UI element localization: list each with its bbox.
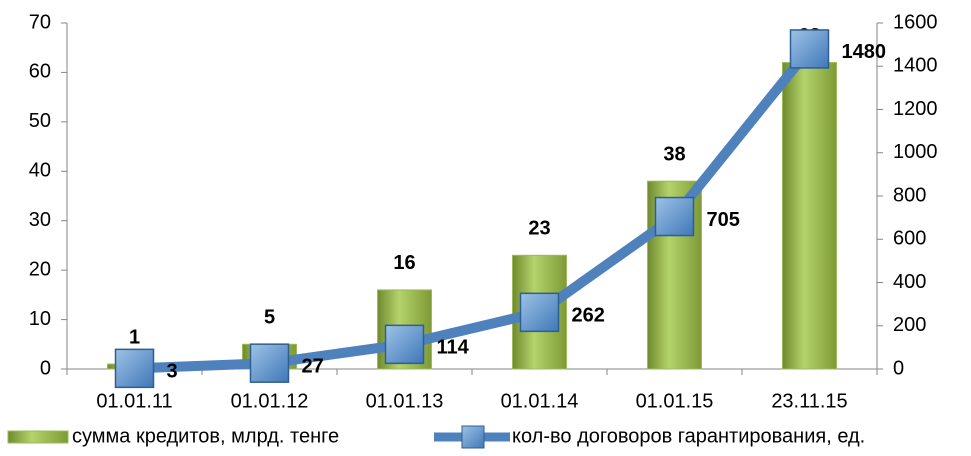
y2-tick-label: 1000 [893, 141, 938, 163]
y-tick-label: 50 [29, 110, 51, 132]
y-tick-label: 30 [29, 209, 51, 231]
y-tick-label: 40 [29, 160, 51, 182]
x-tick-label: 01.01.14 [501, 390, 579, 412]
bar-value-label: 16 [393, 252, 415, 274]
y2-tick-label: 1200 [893, 98, 938, 120]
bar [782, 62, 837, 370]
bar-value-label: 38 [663, 143, 685, 165]
line-marker [519, 292, 560, 333]
bar-value-label: 23 [528, 218, 550, 240]
y2-tick-label: 1400 [893, 55, 938, 77]
y2-tick-label: 400 [893, 271, 926, 293]
x-tick-label: 01.01.13 [366, 390, 444, 412]
y2-tick-label: 200 [893, 314, 926, 336]
x-tick-label: 23.11.15 [771, 390, 847, 412]
line-value-label: 3 [167, 361, 178, 383]
x-tick-label: 01.01.15 [636, 390, 714, 412]
line-value-label: 1480 [842, 41, 887, 63]
y2-tick-label: 1600 [893, 11, 938, 33]
y-tick-label: 0 [40, 357, 51, 379]
legend-swatch [7, 430, 69, 444]
x-tick-label: 01.01.11 [96, 390, 172, 412]
y2-tick-label: 600 [893, 228, 926, 250]
y-tick-label: 70 [29, 11, 51, 33]
legend-label: кол-во договоров гарантирования, ед. [512, 425, 865, 447]
line-value-label: 262 [572, 305, 605, 327]
line-marker [789, 29, 830, 69]
legend-label: сумма кредитов, млрд. тенге [72, 425, 339, 447]
y-tick-label: 10 [29, 308, 51, 330]
x-tick-label: 01.01.12 [231, 390, 309, 412]
y-tick-label: 20 [29, 258, 51, 280]
line-value-label: 27 [302, 355, 324, 377]
line-marker [654, 196, 695, 237]
line-value-label: 114 [437, 337, 470, 359]
y2-tick-label: 0 [893, 357, 904, 379]
line-marker [384, 324, 425, 365]
line-marker [114, 348, 155, 389]
line [134, 45, 814, 374]
bar-value-label: 1 [129, 326, 140, 348]
line-value-label: 705 [707, 209, 740, 231]
y-tick-label: 60 [29, 61, 51, 83]
y2-tick-label: 800 [893, 184, 926, 206]
line-marker [249, 343, 290, 383]
bar-value-label: 5 [264, 307, 275, 329]
legend-swatch [461, 425, 485, 449]
